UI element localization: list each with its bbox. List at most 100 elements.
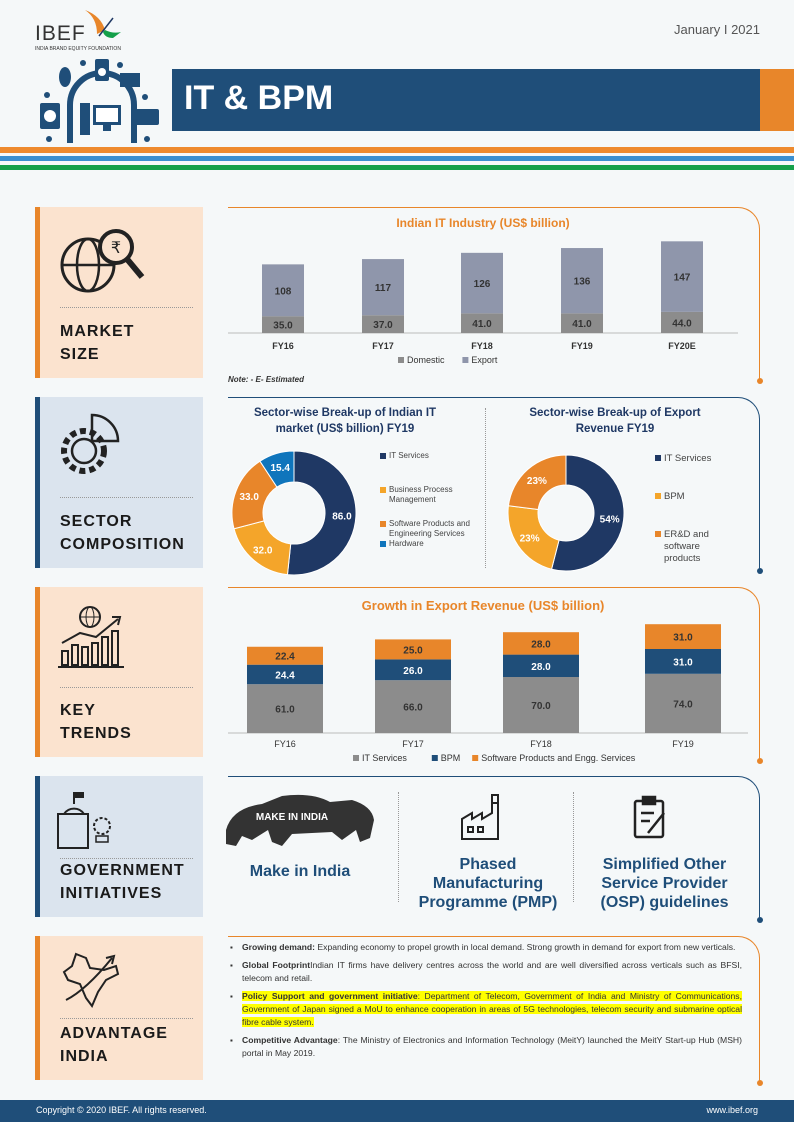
logo-text: IBEF — [35, 22, 86, 45]
data-label: 31.0 — [673, 657, 693, 668]
copyright: Copyright © 2020 IBEF. All rights reserv… — [36, 1105, 207, 1115]
legend-label: IT Services — [389, 451, 429, 460]
it-market-donut-chart: 86.0 32.0 33.0 15.4 — [231, 450, 357, 575]
bar-bpm — [247, 664, 323, 685]
donut2-title: Sector-wise Break-up of Export Revenue F… — [529, 407, 701, 435]
title-bar: IT & BPM — [172, 69, 760, 131]
bar-domestic — [561, 313, 603, 333]
donut-slice — [507, 454, 567, 511]
data-label: 74.0 — [673, 699, 693, 710]
legend-item: BPM — [655, 491, 725, 503]
bar-it-services — [375, 680, 451, 733]
legend-item: ER&D and software products — [655, 529, 725, 565]
bar-bpm — [375, 659, 451, 681]
bar-export — [362, 259, 404, 316]
section-sector-composition: SECTOR COMPOSITION — [35, 397, 203, 568]
website-link[interactable]: www.ibef.org — [706, 1105, 758, 1115]
advantage-item: Global FootprintIndian IT firms have del… — [230, 959, 742, 985]
x-tick-label: FY20E — [668, 341, 696, 351]
x-tick-label: FY19 — [571, 341, 593, 351]
advantage-heading: Global Footprint — [242, 960, 311, 970]
data-label: 37.0 — [373, 320, 393, 331]
legend-label: ER&D and software products — [664, 529, 709, 564]
export-revenue-donut-chart: 54% 23% 23% — [507, 454, 625, 572]
legend-swatch — [655, 455, 661, 461]
data-label: 15.4 — [271, 463, 291, 474]
legend-item: Software Products and Engineering Servic… — [380, 519, 470, 539]
bar-export — [461, 252, 503, 314]
divider — [485, 408, 486, 568]
data-label: 44.0 — [672, 318, 692, 329]
bar-domestic — [461, 313, 503, 333]
bar-it-services — [503, 677, 579, 733]
data-label: 28.0 — [531, 662, 551, 673]
x-tick-label: FY16 — [272, 341, 294, 351]
x-tick-label: FY16 — [274, 739, 296, 749]
gov-make-in-india: Make in India — [249, 863, 351, 880]
data-label: 41.0 — [572, 319, 592, 330]
gov-pmp: Phased Manufacturing Programme (PMP) — [418, 856, 558, 911]
bar-bpm — [503, 654, 579, 677]
india-map-icon — [62, 952, 120, 1008]
ibef-logo: IBEF INDIA BRAND EQUITY FOUNDATION — [35, 8, 130, 53]
data-label: 117 — [375, 283, 392, 294]
gear-pie-icon — [61, 413, 120, 474]
legend-item: Hardware — [380, 539, 470, 549]
indian-it-industry-chart: 35.0 108 FY16 37.0 117 FY17 41.0 126 FY18 41.0 136… — [228, 241, 738, 365]
legend-swatch — [472, 755, 479, 761]
market-size-panel — [228, 207, 763, 384]
legend-swatch — [380, 453, 386, 459]
legend-label: Domestic — [407, 355, 445, 365]
advantage-heading: Policy Support and government initiative — [242, 991, 418, 1001]
legend-swatch — [462, 357, 469, 363]
data-label: 147 — [674, 273, 691, 284]
section-label: KEY TRENDS — [60, 702, 132, 742]
x-tick-label: FY18 — [530, 739, 552, 749]
data-label: 61.0 — [275, 705, 295, 716]
donut-slice — [259, 450, 295, 488]
chart-title: Indian IT Industry (US$ billion) — [396, 216, 570, 230]
data-label: 54% — [600, 515, 620, 526]
legend-label: Hardware — [389, 539, 424, 548]
legend-swatch — [353, 755, 359, 761]
legend-item: IT Services — [380, 451, 470, 461]
advantage-text: Indian IT firms have delivery centres ac… — [242, 960, 742, 983]
factory-icon — [461, 794, 499, 840]
advantage-text: Expanding economy to propel growth in lo… — [315, 942, 736, 952]
legend-label: IT Services — [664, 453, 712, 464]
advantage-heading: Competitive Advantage — [242, 1035, 338, 1045]
bar-it-services — [645, 673, 721, 733]
title-accent — [760, 69, 794, 131]
data-label: 86.0 — [332, 512, 352, 523]
bar-domestic — [362, 315, 404, 333]
advantage-text: : Department of Telecom, Government of I… — [242, 991, 742, 1027]
government-panel — [228, 776, 763, 923]
advantage-item: Policy Support and government initiative… — [230, 990, 742, 1029]
legend-swatch — [431, 755, 438, 761]
export-revenue-growth-chart: 61.0 24.4 22.4 FY16 66.0 26.0 25.0 FY17 70.0 28.0… — [228, 624, 748, 763]
data-label: 23% — [520, 534, 540, 545]
page-title: IT & BPM — [184, 79, 334, 117]
legend-swatch — [380, 487, 386, 493]
advantage-text: : The Ministry of Electronics and Inform… — [242, 1035, 742, 1058]
data-label: 24.4 — [275, 670, 295, 681]
section-market-size: ₹ MARKET SIZE — [35, 207, 203, 378]
section-key-trends: KEY TRENDS — [35, 587, 203, 757]
data-label: 31.0 — [673, 633, 693, 644]
section-advantage-india: ADVANTAGE INDIA — [35, 936, 203, 1080]
donut1-title: Sector-wise Break-up of Indian IT market… — [253, 407, 437, 435]
legend-swatch — [380, 541, 386, 547]
legend-label: Software Products and Engineering Servic… — [389, 519, 470, 538]
bar-domestic — [661, 311, 703, 333]
legend-label: BPM — [664, 491, 685, 502]
legend-swatch — [398, 357, 404, 363]
data-label: 32.0 — [253, 545, 273, 556]
legend-label: Software Products and Engg. Services — [481, 753, 636, 763]
data-label: 22.4 — [275, 652, 295, 663]
bar-software-products-and-engg-services — [503, 632, 579, 655]
legend-swatch — [380, 521, 386, 527]
it-devices-illustration-icon — [40, 59, 159, 143]
stripe-orange — [0, 147, 794, 153]
globe-rupee-magnifier-icon: ₹ — [60, 229, 145, 293]
data-label: 70.0 — [531, 701, 551, 712]
